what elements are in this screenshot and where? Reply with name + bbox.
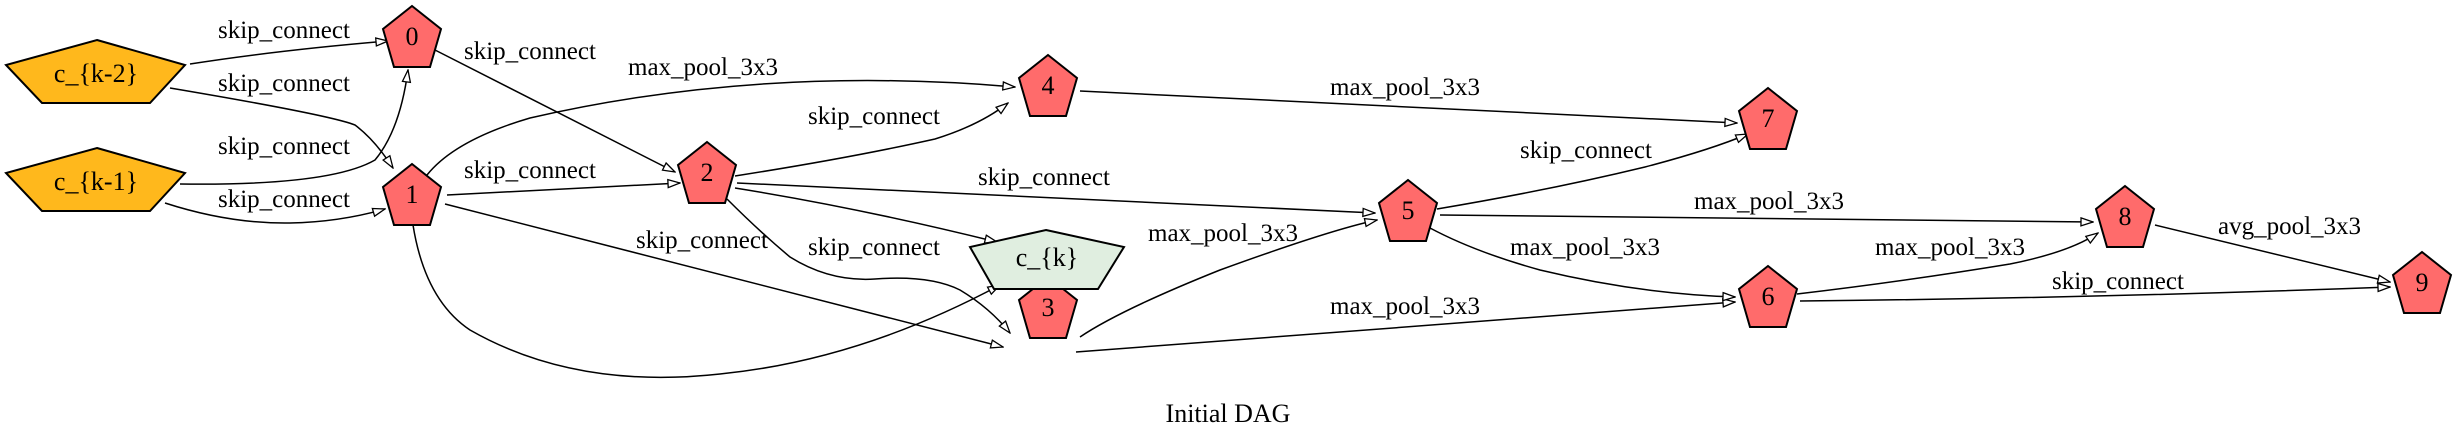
edge-5-to-8 bbox=[1439, 214, 2093, 222]
node-layer: c_{k-2} c_{k-1} 0 1 2 3 4 bbox=[4, 4, 2453, 339]
edge-1-to-3 bbox=[444, 203, 1003, 347]
diagram-caption: Initial DAG bbox=[1166, 399, 1291, 428]
node-label-5: 5 bbox=[1402, 196, 1415, 225]
pentagon-wide-icon bbox=[4, 146, 187, 212]
pentagon-wide-icon bbox=[968, 228, 1126, 290]
node-label-1: 1 bbox=[406, 180, 419, 209]
node-label-9: 9 bbox=[2416, 268, 2429, 297]
edge-label-6-to-9: skip_connect bbox=[2052, 268, 2184, 295]
edge-ckm1-to-0 bbox=[179, 70, 408, 185]
edge-label-6-to-8: max_pool_3x3 bbox=[1875, 234, 2025, 261]
node-label-c-k-2: c_{k-2} bbox=[54, 59, 138, 88]
edge-3-to-5 bbox=[1079, 220, 1377, 338]
edge-1-to-2 bbox=[446, 183, 680, 196]
edge-2-to-3 bbox=[726, 198, 1010, 333]
node-9[interactable]: 9 bbox=[2391, 250, 2453, 314]
edge-label-ckm2-to-1: skip_connect bbox=[218, 70, 350, 97]
edge-label-2-to-3: skip_connect bbox=[808, 234, 940, 261]
edge-ckm1-to-1 bbox=[164, 202, 385, 224]
edge-5-to-7 bbox=[1436, 134, 1748, 210]
pentagon-icon bbox=[1017, 275, 1079, 339]
node-label-3: 3 bbox=[1042, 293, 1055, 322]
node-5[interactable]: 5 bbox=[1377, 178, 1439, 242]
edge-label-5-to-6: max_pool_3x3 bbox=[1510, 234, 1660, 261]
edge-4-to-7 bbox=[1079, 90, 1737, 123]
edge-8-to-9 bbox=[2154, 224, 2390, 282]
node-7[interactable]: 7 bbox=[1737, 86, 1799, 150]
edge-ckm2-to-1 bbox=[169, 87, 393, 168]
edge-layer bbox=[164, 41, 2390, 379]
pentagon-icon bbox=[2391, 250, 2453, 314]
node-c-k-1[interactable]: c_{k-1} bbox=[4, 146, 187, 212]
node-1[interactable]: 1 bbox=[381, 162, 443, 226]
node-label-c-k-1: c_{k-1} bbox=[54, 167, 138, 196]
edge-1-to-ck bbox=[412, 224, 1000, 379]
node-0[interactable]: 0 bbox=[381, 4, 443, 68]
edge-2-to-5 bbox=[736, 182, 1375, 213]
edge-label-5-to-7: skip_connect bbox=[1520, 137, 1652, 164]
edge-label-ckm2-to-0: skip_connect bbox=[218, 17, 350, 44]
node-label-0: 0 bbox=[406, 22, 419, 51]
edge-6-to-9 bbox=[1799, 287, 2390, 302]
node-2[interactable]: 2 bbox=[676, 140, 738, 204]
edge-label-8-to-9: avg_pool_3x3 bbox=[2218, 213, 2361, 240]
edge-label-1-to-3: skip_connect bbox=[636, 227, 768, 254]
node-label-8: 8 bbox=[2119, 202, 2132, 231]
node-6[interactable]: 6 bbox=[1737, 264, 1799, 328]
edge-label-1-to-4: max_pool_3x3 bbox=[628, 54, 778, 81]
edge-label-3-to-6: max_pool_3x3 bbox=[1330, 293, 1480, 320]
edge-label-layer: skip_connect skip_connect skip_connect s… bbox=[218, 17, 2361, 320]
edge-label-2-to-4: skip_connect bbox=[808, 103, 940, 130]
node-label-4: 4 bbox=[1042, 71, 1055, 100]
pentagon-icon bbox=[2094, 184, 2156, 248]
edge-5-to-6 bbox=[1429, 227, 1735, 297]
edge-label-ckm1-to-1: skip_connect bbox=[218, 186, 350, 213]
edge-6-to-8 bbox=[1796, 233, 2098, 295]
edge-label-0-to-2: skip_connect bbox=[464, 38, 596, 65]
edge-ckm2-to-0 bbox=[189, 41, 388, 65]
node-3[interactable]: 3 bbox=[1017, 275, 1079, 339]
pentagon-icon bbox=[381, 162, 443, 226]
edge-0-to-2 bbox=[434, 49, 675, 172]
node-8[interactable]: 8 bbox=[2094, 184, 2156, 248]
edge-label-1-to-2: skip_connect bbox=[464, 157, 596, 184]
edge-label-ckm1-to-0: skip_connect bbox=[218, 133, 350, 160]
node-c-k[interactable]: c_{k} bbox=[968, 228, 1126, 290]
node-label-2: 2 bbox=[701, 158, 714, 187]
node-4[interactable]: 4 bbox=[1017, 53, 1079, 117]
edge-label-5-to-8: max_pool_3x3 bbox=[1694, 188, 1844, 215]
edge-1-to-4 bbox=[426, 79, 1015, 176]
edge-2-to-ck bbox=[734, 187, 997, 242]
edge-label-4-to-7: max_pool_3x3 bbox=[1330, 74, 1480, 101]
edge-2-to-4 bbox=[734, 103, 1008, 177]
pentagon-icon bbox=[1377, 178, 1439, 242]
edge-label-2-to-5: skip_connect bbox=[978, 164, 1110, 191]
pentagon-icon bbox=[1017, 53, 1079, 117]
edge-3-to-6 bbox=[1075, 302, 1735, 353]
pentagon-icon bbox=[1737, 264, 1799, 328]
node-label-6: 6 bbox=[1762, 282, 1775, 311]
node-label-7: 7 bbox=[1762, 104, 1775, 133]
node-c-k-2[interactable]: c_{k-2} bbox=[4, 38, 187, 104]
pentagon-wide-icon bbox=[4, 38, 187, 104]
pentagon-icon bbox=[676, 140, 738, 204]
node-label-c-k: c_{k} bbox=[1016, 243, 1079, 272]
edge-label-3-to-5: max_pool_3x3 bbox=[1148, 220, 1298, 247]
pentagon-icon bbox=[1737, 86, 1799, 150]
pentagon-icon bbox=[381, 4, 443, 68]
